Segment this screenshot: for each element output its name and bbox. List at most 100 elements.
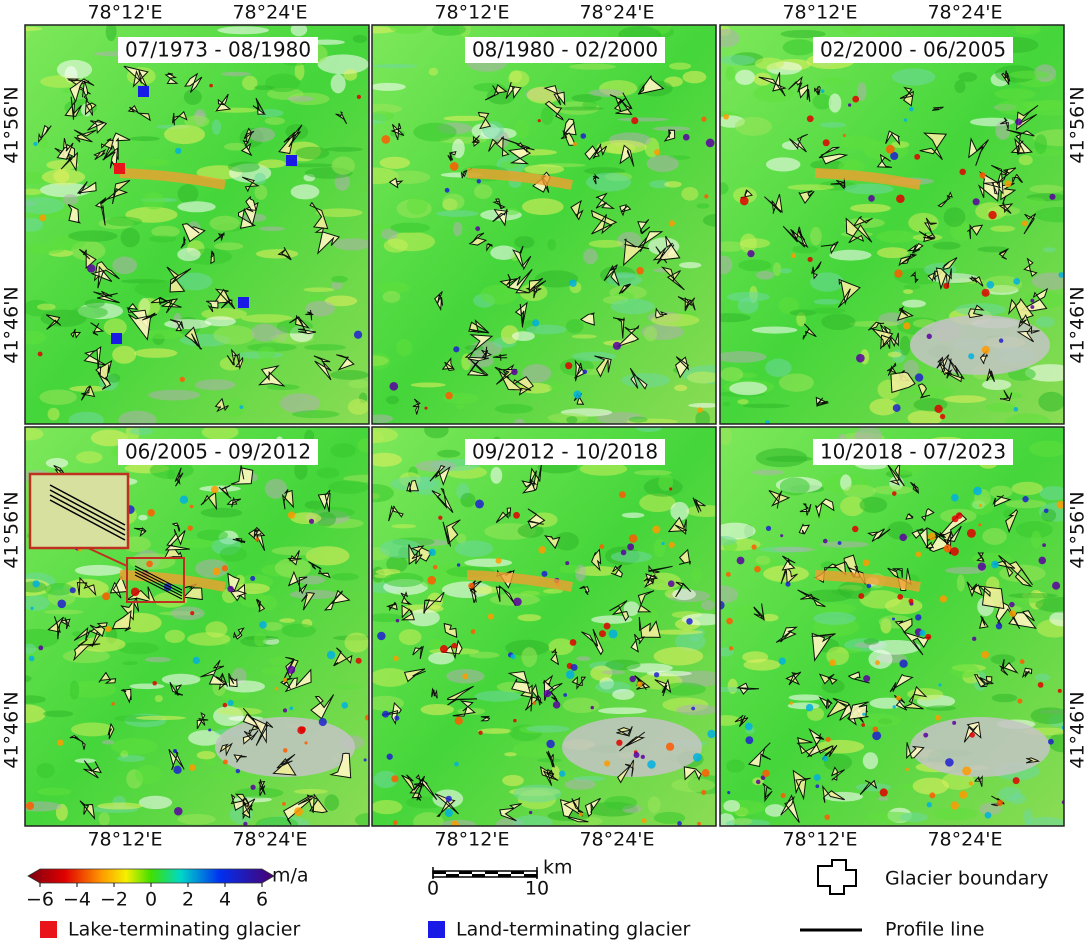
terrain [610, 272, 637, 279]
terrain [373, 770, 398, 789]
terrain [184, 115, 210, 128]
glacier-outline [184, 72, 203, 93]
scale-seg [498, 874, 511, 877]
glacier-outline [906, 742, 925, 760]
terrain [674, 631, 706, 652]
terrain [250, 323, 279, 342]
glacier-outline [886, 362, 898, 376]
glacier-outline [164, 529, 190, 551]
change-spot [38, 645, 44, 651]
glacier-outline [317, 489, 331, 513]
glacier-outline [921, 508, 935, 522]
terrain [912, 777, 949, 795]
change-spot [538, 546, 546, 554]
glacier-outline [390, 122, 405, 141]
change-spot [996, 799, 1003, 806]
glacier-outline [272, 753, 297, 776]
terrain [877, 796, 889, 801]
terrain [1038, 391, 1064, 412]
terrain [490, 245, 517, 260]
change-spot [33, 141, 38, 147]
change-spot [968, 781, 974, 786]
change-spot [739, 196, 749, 206]
inset-box [126, 557, 185, 603]
glacier-outline [546, 750, 555, 768]
glacier-outline [527, 508, 546, 530]
change-spot [254, 537, 259, 542]
terrain [25, 197, 65, 214]
colorbar-tick-label: −4 [63, 889, 91, 911]
terrain [765, 455, 813, 462]
terrain [317, 54, 369, 75]
change-spot [111, 702, 115, 706]
glacier-outline [909, 271, 919, 284]
glacier-outline [109, 575, 128, 599]
change-spot [188, 764, 196, 772]
change-spot [778, 657, 786, 665]
change-spot [565, 670, 575, 679]
glacier-outline [218, 485, 232, 499]
change-spot [28, 655, 35, 662]
terrain [294, 62, 305, 81]
change-spot [146, 560, 153, 568]
terrain [999, 564, 1046, 583]
terrain [779, 268, 792, 274]
terrain [107, 373, 121, 383]
glacier-outline [609, 600, 630, 622]
glacier-outline [172, 522, 181, 532]
glacier-outline [332, 647, 353, 667]
change-spot [1057, 688, 1062, 693]
glacier-outline [181, 223, 206, 243]
terrain [293, 788, 328, 795]
change-spot [704, 194, 709, 199]
change-spot [891, 491, 897, 496]
change-spot [1013, 277, 1021, 285]
terrain [200, 507, 243, 518]
change-spot [668, 541, 675, 549]
terrain [281, 623, 316, 638]
change-spot [174, 806, 183, 816]
change-spot [1021, 220, 1028, 227]
terrain [566, 416, 578, 424]
terrain [742, 403, 790, 409]
terrain [738, 259, 772, 272]
terrain [305, 300, 335, 317]
change-spot [282, 708, 288, 713]
terrain [391, 524, 417, 529]
glacier-outline [622, 238, 650, 267]
terrain [813, 612, 856, 625]
terrain [177, 247, 201, 262]
panel-title: 09/2012 - 10/2018 [472, 440, 658, 464]
terrain [1029, 184, 1064, 194]
change-spot [308, 518, 315, 524]
terrain [460, 492, 476, 508]
main-glacier [466, 570, 573, 592]
map-panel [25, 25, 369, 424]
terrain [751, 326, 798, 334]
glacier-outline [1012, 174, 1024, 184]
terrain [331, 275, 348, 283]
terrain [25, 188, 43, 196]
terrain [25, 218, 44, 232]
change-spot [1037, 682, 1044, 688]
glacier-outline [168, 748, 185, 771]
change-spot [190, 611, 195, 616]
glacier-outline [284, 668, 312, 693]
terrain [248, 127, 276, 142]
terrain [347, 398, 369, 415]
terrain [372, 82, 406, 91]
change-spot [386, 753, 393, 760]
terrain [840, 496, 865, 517]
terrain [582, 100, 597, 110]
terrain [779, 477, 810, 496]
terrain [755, 555, 771, 566]
terrain [1034, 673, 1051, 682]
change-spot [175, 147, 182, 155]
change-spot [978, 523, 982, 527]
change-spot [899, 659, 908, 668]
glacier-outline [979, 615, 989, 629]
lon-label: 78°24'E [579, 2, 654, 24]
glacier-outline [675, 356, 690, 379]
terrain [265, 73, 301, 93]
panel-frame [719, 24, 1065, 425]
